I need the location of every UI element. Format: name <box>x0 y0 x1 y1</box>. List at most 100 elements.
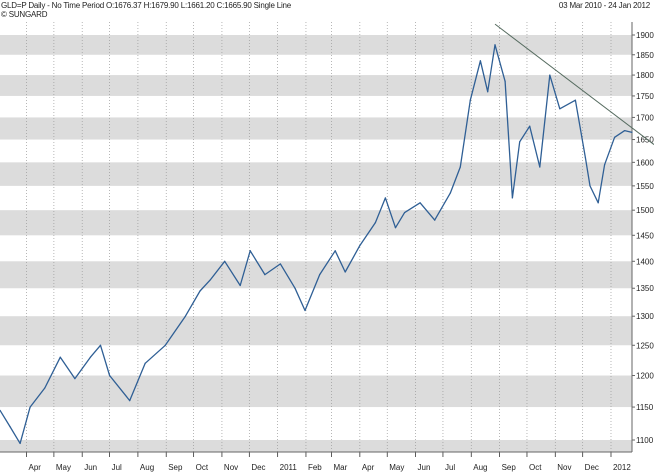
data-point <box>359 244 361 247</box>
data-point <box>487 91 489 93</box>
x-tick-label: Jul <box>445 463 455 472</box>
data-point <box>29 406 31 408</box>
data-point <box>394 227 397 229</box>
x-tick-label: Sep <box>502 463 517 472</box>
data-point <box>19 442 21 444</box>
x-tick-label: May <box>389 463 404 472</box>
data-point <box>597 202 599 204</box>
x-tick-label: Sep <box>168 463 183 472</box>
data-point <box>631 131 633 133</box>
data-point <box>249 250 251 252</box>
y-tick-label: 1850 <box>636 51 654 60</box>
x-tick-label: Dec <box>585 463 599 472</box>
data-point <box>511 197 513 199</box>
x-tick-label: Jul <box>112 463 122 472</box>
grid-band <box>0 35 632 55</box>
y-tick-label: 1800 <box>636 71 654 80</box>
x-tick-label: Feb <box>308 463 322 472</box>
data-point <box>549 74 551 76</box>
x-tick-label: Mar <box>334 463 348 472</box>
x-tick-label: 2012 <box>613 463 631 472</box>
y-tick-label: 1700 <box>636 113 654 122</box>
data-point <box>529 125 531 127</box>
y-tick-label: 1350 <box>636 284 654 293</box>
x-tick-label: Jun <box>418 463 431 472</box>
data-point <box>264 274 266 276</box>
data-point <box>504 80 506 82</box>
data-point <box>0 409 1 411</box>
y-tick-label: 1900 <box>636 31 654 40</box>
data-point <box>403 212 406 214</box>
x-tick-label: 2011 <box>280 463 298 472</box>
data-point <box>614 136 616 138</box>
data-point <box>279 263 281 265</box>
data-point <box>184 315 186 317</box>
trendline <box>494 23 654 145</box>
grid-band <box>0 75 632 96</box>
grid-band <box>0 117 632 140</box>
data-point <box>374 222 376 224</box>
data-point <box>574 99 576 101</box>
data-point <box>224 260 226 262</box>
data-point <box>304 309 306 312</box>
data-point <box>589 185 591 187</box>
x-tick-label: Oct <box>196 463 209 472</box>
data-point <box>539 166 541 168</box>
x-tick-label: Oct <box>529 463 542 472</box>
x-tick-label: May <box>56 463 71 472</box>
data-point <box>604 164 606 166</box>
copyright: © SUNGARD <box>1 10 48 19</box>
data-point <box>434 219 436 221</box>
data-point <box>584 157 587 159</box>
data-point <box>164 344 166 346</box>
y-tick-label: 1300 <box>636 312 654 321</box>
data-point <box>108 374 111 377</box>
y-tick-label: 1100 <box>636 436 654 445</box>
x-tick-label: Aug <box>473 463 487 472</box>
data-point <box>479 60 481 62</box>
x-tick-label: Jun <box>84 463 97 472</box>
grid-band <box>0 162 632 186</box>
data-point <box>144 362 146 364</box>
y-tick-label: 1500 <box>636 206 654 215</box>
data-point <box>239 284 241 287</box>
price-line <box>0 44 633 445</box>
data-point <box>469 99 471 101</box>
grid-band <box>0 440 632 452</box>
y-tick-label: 1450 <box>636 231 654 240</box>
data-point <box>209 279 211 281</box>
data-point <box>384 197 387 199</box>
y-tick-label: 1200 <box>636 372 654 381</box>
grid-band <box>0 316 632 346</box>
x-tick-label: Apr <box>28 463 41 472</box>
data-point <box>99 344 102 346</box>
data-point <box>9 426 11 428</box>
y-tick-label: 1550 <box>636 182 654 191</box>
y-tick-label: 1250 <box>636 341 654 350</box>
data-point <box>419 202 421 204</box>
chart-title: GLD=P Daily - No Time Period O:1676.37 H… <box>1 1 292 10</box>
y-tick-label: 1600 <box>636 158 654 167</box>
x-tick-label: Apr <box>362 463 375 472</box>
data-point <box>129 400 131 402</box>
data-point <box>199 290 201 292</box>
y-tick-label: 1400 <box>636 257 654 266</box>
data-point <box>89 356 92 358</box>
data-point <box>59 356 61 358</box>
y-tick-label: 1750 <box>636 92 654 101</box>
data-point <box>624 130 626 132</box>
date-range: 03 Mar 2010 - 24 Jan 2012 <box>558 1 650 10</box>
data-point <box>494 44 496 46</box>
y-tick-label: 1650 <box>636 136 654 145</box>
data-point <box>459 166 461 168</box>
x-tick-label: Nov <box>557 463 571 472</box>
data-point <box>319 274 321 276</box>
x-tick-label: Nov <box>224 463 238 472</box>
grid-band <box>0 210 632 236</box>
data-point <box>449 192 451 194</box>
data-point <box>294 287 296 289</box>
data-point <box>44 387 46 389</box>
data-point <box>74 378 76 380</box>
